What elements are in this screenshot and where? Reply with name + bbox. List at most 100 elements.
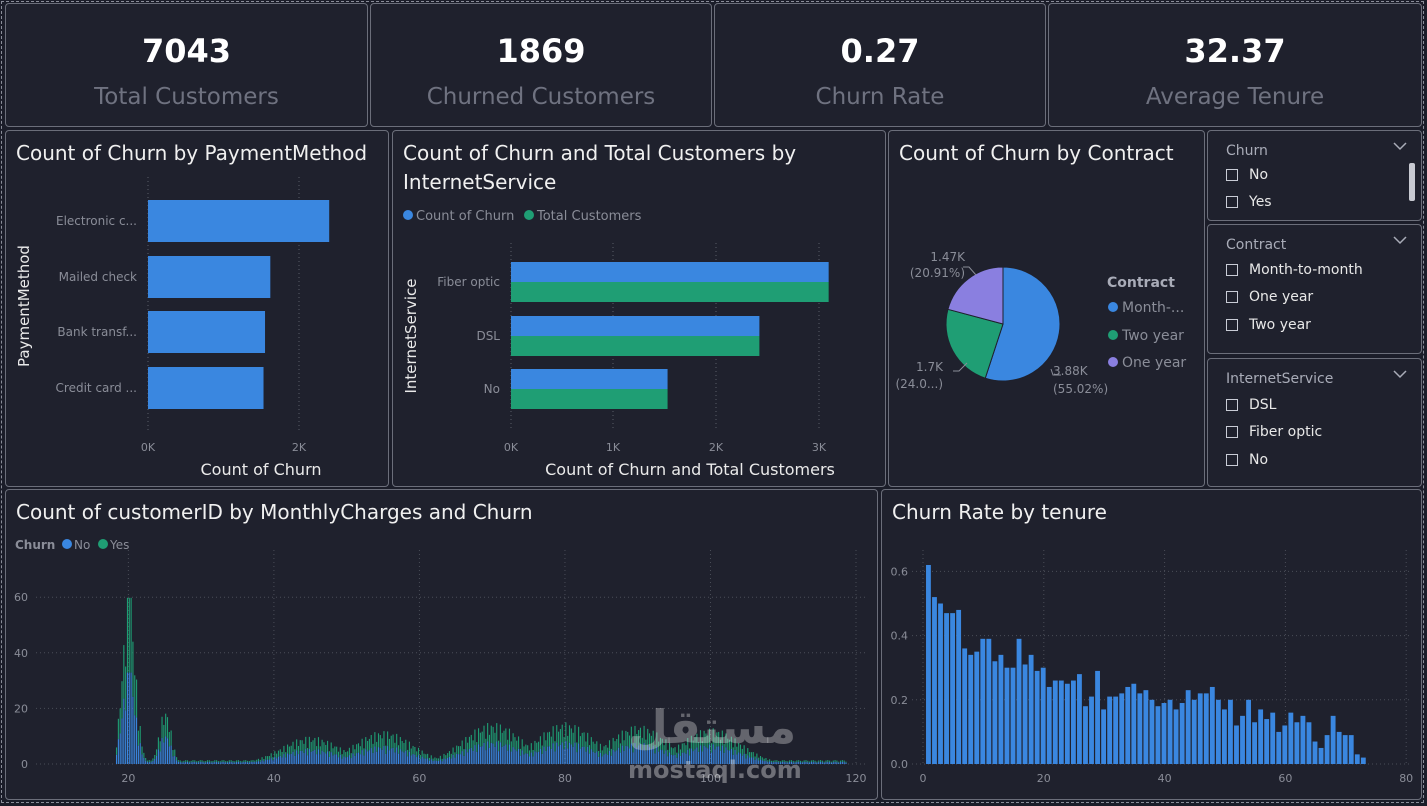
tenure-bar-44[interactable] bbox=[1185, 690, 1191, 764]
tenure-bar-18[interactable] bbox=[1028, 654, 1034, 764]
checkbox[interactable] bbox=[1226, 196, 1238, 208]
tenure-bar-67[interactable] bbox=[1324, 735, 1330, 764]
tenure-bar-64[interactable] bbox=[1306, 722, 1312, 764]
slicer-option[interactable]: No bbox=[1226, 167, 1268, 183]
tenure-bar-22[interactable] bbox=[1052, 680, 1058, 764]
tenure-bar-19[interactable] bbox=[1034, 670, 1040, 764]
bar-1[interactable] bbox=[148, 200, 330, 242]
tenure-bar-47[interactable] bbox=[1203, 693, 1209, 764]
tenure-bar-46[interactable] bbox=[1197, 693, 1203, 764]
tenure-bar-66[interactable] bbox=[1318, 747, 1324, 764]
slicer-option[interactable]: Two year bbox=[1226, 317, 1311, 333]
chevron-down-icon[interactable] bbox=[1393, 235, 1407, 245]
tenure-bar-16[interactable] bbox=[1016, 638, 1022, 764]
tenure-bar-59[interactable] bbox=[1276, 731, 1282, 764]
tenure-bar-35[interactable] bbox=[1131, 683, 1137, 764]
tenure-bar-65[interactable] bbox=[1312, 741, 1318, 764]
tenure-bar-27[interactable] bbox=[1083, 706, 1088, 764]
internet-service-chart[interactable]: Count of Churn Total Customers Fiber opt… bbox=[393, 131, 887, 488]
contract-slicer[interactable]: Contract Month-to-month One year Two yea… bbox=[1207, 224, 1422, 354]
internet-service-slicer[interactable]: InternetService DSL Fiber optic No bbox=[1207, 358, 1422, 487]
slicer-option[interactable]: Month-to-month bbox=[1226, 262, 1363, 278]
tenure-bar-14[interactable] bbox=[1004, 667, 1010, 764]
tenure-bar-13[interactable] bbox=[998, 654, 1004, 764]
bar-3[interactable] bbox=[148, 311, 266, 353]
tenure-bar-2[interactable] bbox=[932, 597, 937, 764]
tenure-bar-39[interactable] bbox=[1155, 706, 1161, 764]
kpi-card-average-tenure[interactable]: 32.37 Average Tenure bbox=[1048, 3, 1422, 127]
payment-method-chart[interactable]: Electronic c... Mailed check Bank transf..… bbox=[6, 131, 390, 488]
tenure-bar-26[interactable] bbox=[1077, 674, 1082, 764]
slicer-option[interactable]: Fiber optic bbox=[1226, 424, 1322, 440]
tenure-bar-15[interactable] bbox=[1010, 667, 1016, 764]
tenure-bar-61[interactable] bbox=[1288, 712, 1294, 764]
kpi-card-total-customers[interactable]: 7043 Total Customers bbox=[5, 3, 368, 127]
kpi-card-churned-customers[interactable]: 1869 Churned Customers bbox=[370, 3, 712, 127]
tenure-bar-42[interactable] bbox=[1173, 709, 1179, 764]
tenure-bar-38[interactable] bbox=[1149, 699, 1155, 764]
tenure-bar-48[interactable] bbox=[1209, 686, 1215, 764]
tenure-bar-63[interactable] bbox=[1300, 715, 1306, 764]
tenure-bar-60[interactable] bbox=[1282, 725, 1288, 764]
contract-pie-chart[interactable]: 3.88K (55.02%) 1.7K (24.0...) 1.47K (20.… bbox=[889, 131, 1206, 488]
tenure-bar-28[interactable] bbox=[1089, 696, 1094, 764]
tenure-bar-72[interactable] bbox=[1354, 754, 1360, 764]
bar-no-2[interactable] bbox=[511, 389, 668, 409]
checkbox[interactable] bbox=[1226, 291, 1238, 303]
tenure-bar-20[interactable] bbox=[1040, 667, 1046, 764]
bar-fiber-optic-2[interactable] bbox=[511, 282, 829, 302]
tenure-bar-12[interactable] bbox=[992, 661, 998, 764]
checkbox[interactable] bbox=[1226, 319, 1238, 331]
monthly-charges-chart[interactable]: Churn No Yes 0 20 40 60 20 40 60 80 100 120 bbox=[6, 490, 879, 801]
tenure-bar-32[interactable] bbox=[1113, 696, 1119, 764]
slicer-option[interactable]: DSL bbox=[1226, 397, 1276, 413]
tenure-bar-4[interactable] bbox=[944, 613, 949, 764]
tenure-bar-7[interactable] bbox=[962, 648, 968, 764]
slicer-option[interactable]: Yes bbox=[1226, 194, 1272, 210]
tenure-bar-55[interactable] bbox=[1252, 722, 1258, 764]
pie-slice-2[interactable] bbox=[945, 308, 1004, 379]
tenure-chart-panel[interactable]: Churn Rate by tenure 0.0 0.2 0.4 0.6 0 20 40 60… bbox=[881, 489, 1422, 800]
tenure-bar-58[interactable] bbox=[1270, 712, 1276, 764]
churn-rate-tenure-chart[interactable]: 0.0 0.2 0.4 0.6 0 20 40 60 80 bbox=[882, 490, 1423, 801]
chevron-down-icon[interactable] bbox=[1393, 141, 1407, 151]
tenure-bar-34[interactable] bbox=[1125, 686, 1131, 764]
tenure-bar-73[interactable] bbox=[1360, 757, 1366, 764]
tenure-bar-70[interactable] bbox=[1342, 735, 1348, 764]
tenure-bar-71[interactable] bbox=[1348, 735, 1354, 764]
payment-method-chart-panel[interactable]: Count of Churn by PaymentMethod Electron… bbox=[5, 130, 389, 487]
tenure-bar-37[interactable] bbox=[1143, 690, 1149, 764]
tenure-bar-8[interactable] bbox=[968, 654, 974, 764]
tenure-bar-25[interactable] bbox=[1070, 680, 1076, 764]
bar-dsl-2[interactable] bbox=[511, 336, 760, 356]
tenure-bar-5[interactable] bbox=[950, 613, 956, 764]
pie-slice-3[interactable] bbox=[947, 266, 1004, 325]
checkbox[interactable] bbox=[1226, 399, 1238, 411]
monthly-charges-chart-panel[interactable]: Count of customerID by MonthlyCharges an… bbox=[5, 489, 878, 800]
tenure-bar-30[interactable] bbox=[1101, 709, 1107, 764]
tenure-bar-57[interactable] bbox=[1264, 719, 1270, 764]
tenure-bar-10[interactable] bbox=[980, 638, 986, 764]
tenure-bar-11[interactable] bbox=[986, 638, 992, 764]
tenure-bar-51[interactable] bbox=[1228, 699, 1233, 764]
checkbox[interactable] bbox=[1226, 454, 1238, 466]
slicer-option[interactable]: No bbox=[1226, 452, 1268, 468]
tenure-bar-23[interactable] bbox=[1058, 680, 1064, 764]
tenure-bar-62[interactable] bbox=[1294, 722, 1300, 764]
tenure-bar-9[interactable] bbox=[974, 651, 980, 764]
checkbox[interactable] bbox=[1226, 264, 1238, 276]
internet-service-chart-panel[interactable]: Count of Churn and Total Customers by In… bbox=[392, 130, 886, 487]
tenure-bar-54[interactable] bbox=[1246, 699, 1251, 764]
tenure-bar-68[interactable] bbox=[1330, 715, 1336, 764]
churn-slicer[interactable]: Churn No Yes bbox=[1207, 130, 1422, 221]
tenure-bar-52[interactable] bbox=[1234, 725, 1239, 764]
scrollbar-thumb[interactable] bbox=[1409, 163, 1415, 201]
bar-fiber-optic-1[interactable] bbox=[511, 262, 829, 282]
tenure-bar-24[interactable] bbox=[1064, 683, 1070, 764]
checkbox[interactable] bbox=[1226, 169, 1238, 181]
tenure-bar-29[interactable] bbox=[1095, 670, 1100, 764]
slicer-option[interactable]: One year bbox=[1226, 289, 1313, 305]
tenure-bar-33[interactable] bbox=[1119, 693, 1125, 764]
tenure-bar-41[interactable] bbox=[1167, 699, 1173, 764]
bar-dsl-1[interactable] bbox=[511, 316, 760, 336]
